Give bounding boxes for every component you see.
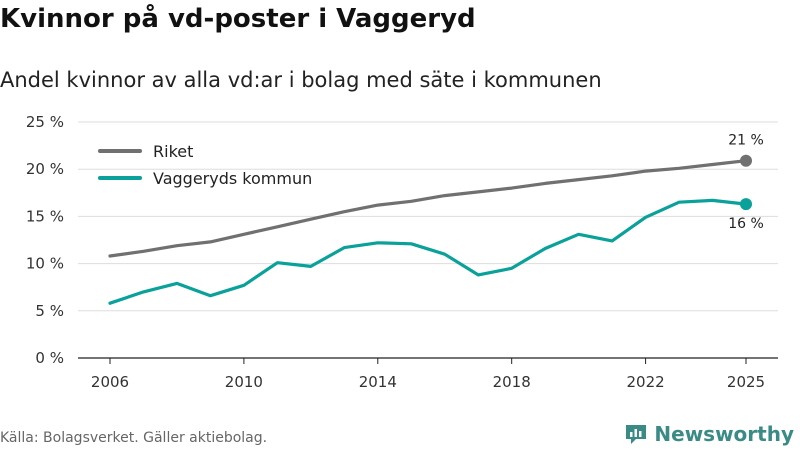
chart-title: Kvinnor på vd-poster i Vaggeryd <box>0 4 476 34</box>
y-tick-label: 15 % <box>26 207 64 225</box>
y-tick-label: 25 % <box>26 113 64 131</box>
series-line-vaggeryd <box>108 198 748 305</box>
x-tick-label: 2010 <box>225 373 263 391</box>
brand-name: Newsworthy <box>654 422 794 446</box>
x-tick-label: 2006 <box>91 373 129 391</box>
brand-logo: Newsworthy <box>624 420 794 448</box>
x-tick-label: 2022 <box>626 373 664 391</box>
x-tick-label: 2018 <box>493 373 531 391</box>
series-line-riket <box>108 159 748 258</box>
y-tick-label: 10 % <box>26 255 64 273</box>
series-end-point-riket <box>740 154 752 167</box>
series-riket <box>108 154 752 258</box>
end-value-label-riket: 21 % <box>728 133 764 149</box>
series-vaggeryd <box>108 198 752 305</box>
y-tick-label: 20 % <box>26 160 64 178</box>
y-tick-label: 5 % <box>35 302 64 320</box>
x-tick-label: 2025 <box>727 373 765 391</box>
series-end-point-vaggeryd <box>740 198 752 211</box>
y-tick-label: 0 % <box>35 349 64 367</box>
source-note: Källa: Bolagsverket. Gäller aktiebolag. <box>0 430 268 446</box>
legend-label-vaggeryd: Vaggeryds kommun <box>153 169 312 188</box>
legend-label-riket: Riket <box>153 142 193 161</box>
x-tick-label: 2014 <box>359 373 397 391</box>
newsworthy-logo-icon <box>626 425 647 444</box>
chart-subtitle: Andel kvinnor av alla vd:ar i bolag med … <box>0 68 602 92</box>
end-value-label-vaggeryd: 16 % <box>728 216 764 232</box>
